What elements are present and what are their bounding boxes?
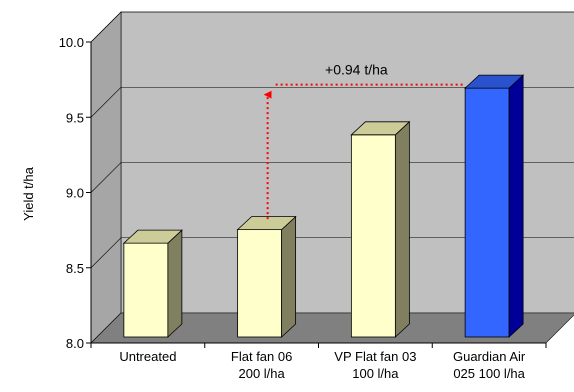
gridline — [90, 11, 574, 43]
bar-front — [464, 87, 510, 338]
x-tick-label: Flat fan 06 200 l/ha — [231, 349, 292, 381]
bar-top — [122, 229, 183, 244]
x-tick-label: VP Flat fan 03 100 l/ha — [334, 349, 416, 381]
y-axis: 8.0 8.5 9.0 9.5 10.0 — [59, 35, 547, 351]
y-tick-label: 8.0 — [66, 336, 84, 351]
gridline — [90, 237, 574, 268]
gridlines — [90, 11, 574, 268]
bar-side — [167, 229, 183, 338]
x-tick-label: Guardian Air 025 100 l/ha — [453, 349, 526, 381]
bar-top — [350, 121, 411, 136]
bar-front — [123, 242, 169, 338]
bar-top — [464, 74, 525, 89]
bar — [350, 120, 411, 338]
bar-side — [394, 120, 410, 338]
annotation: +0.94 t/ha — [263, 62, 464, 220]
y-tick-label: 8.5 — [66, 261, 84, 276]
bar — [122, 229, 183, 338]
x-axis-labels: Untreated Flat fan 06 200 l/ha VP Flat fan … — [119, 349, 526, 381]
bar — [464, 74, 525, 338]
gridline — [90, 162, 574, 193]
bar — [236, 215, 297, 338]
bar-front — [237, 229, 283, 338]
bar-side — [281, 215, 297, 338]
bar-side — [508, 74, 524, 338]
bar-top — [236, 216, 297, 231]
y-axis-title: Yield t/ha — [21, 166, 36, 220]
bars — [122, 74, 525, 338]
gridline — [90, 86, 574, 118]
x-tick-label: Untreated — [119, 349, 176, 364]
y-tick-label: 10.0 — [59, 35, 84, 50]
y-tick-label: 9.0 — [66, 186, 84, 201]
annotation-label: +0.94 t/ha — [325, 62, 388, 78]
bar-front — [350, 134, 396, 338]
y-tick-label: 9.5 — [66, 110, 84, 125]
